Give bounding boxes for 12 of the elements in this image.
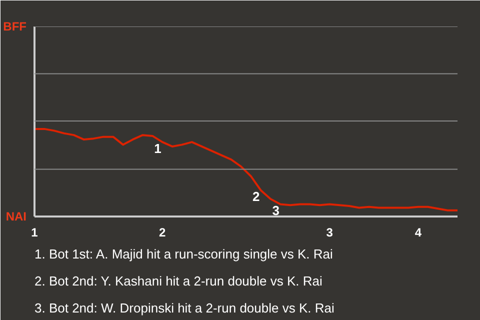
annotation: 2 <box>252 189 260 204</box>
text: 3. Bot 2nd: W. Dropinski hit a 2-run double vs K. Rai <box>34 300 334 316</box>
text: 1. Bot 1st: A. Majid hit a run-scoring single vs K. Rai <box>34 246 334 262</box>
text: NAI <box>6 210 27 224</box>
x-tick-label: 2 <box>159 226 166 240</box>
x-tick-label: 3 <box>326 226 334 240</box>
text: BFF <box>3 20 26 34</box>
x-tick-label: 4 <box>414 226 422 240</box>
text: 2. Bot 2nd: Y. Kashani hit a 2-run double vs K. Rai <box>34 274 322 288</box>
annotation: 3 <box>272 203 280 218</box>
x-tick-label: 1 <box>31 226 38 240</box>
annotation: 1 <box>154 141 162 156</box>
